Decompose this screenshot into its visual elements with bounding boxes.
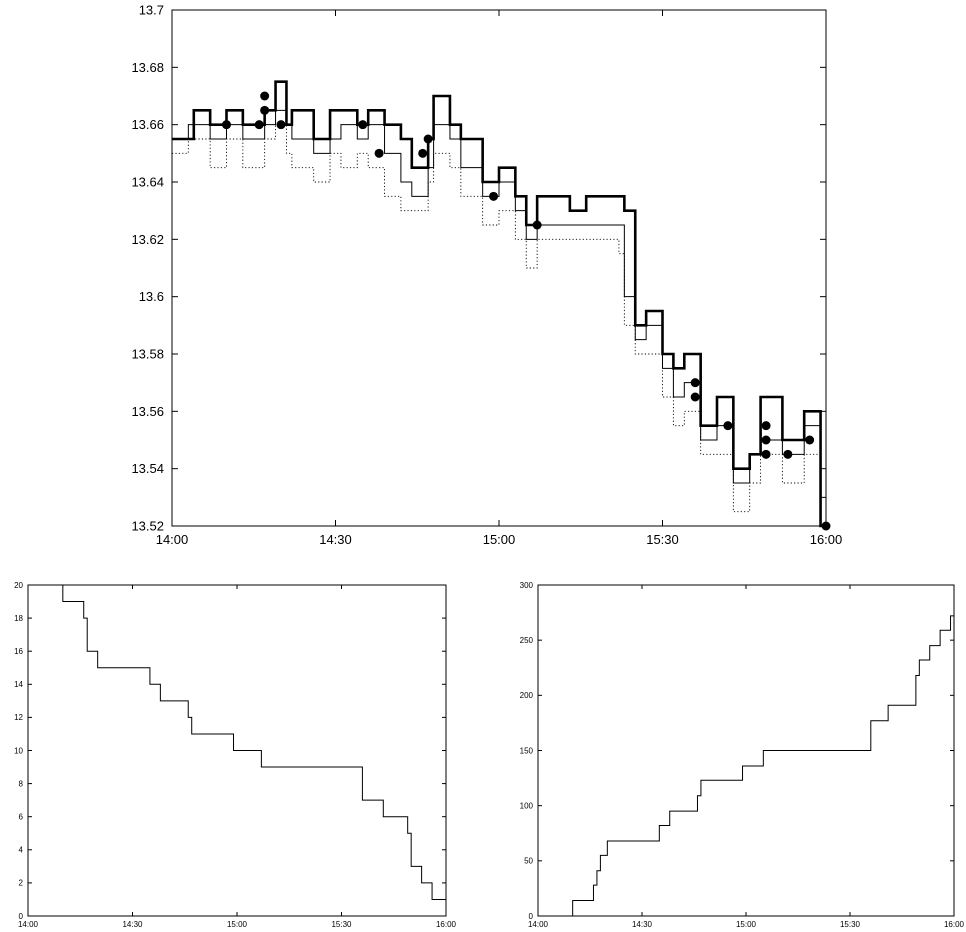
x-tick-label: 14:00 [18,920,39,929]
y-tick-label: 200 [520,691,534,700]
series-marker [222,120,231,130]
series-marker [532,220,542,230]
series-marker [358,120,368,130]
x-tick-label: 14:30 [122,920,143,929]
series-marker [761,421,771,431]
series-marker [418,148,428,158]
plot-frame [171,9,827,527]
y-tick-label: 2 [19,879,24,888]
y-tick-label: 150 [520,746,534,755]
x-tick-label: 16:00 [944,920,965,929]
y-tick-label: 250 [520,636,534,645]
y-tick-label: 13.7 [139,3,164,18]
series-marker [783,449,793,459]
y-tick-label: 20 [14,581,23,590]
y-tick-label: 13.64 [131,175,164,190]
series-marker [723,421,733,431]
y-tick-label: 16 [14,647,23,656]
y-tick-label: 100 [520,801,534,810]
y-tick-label: 12 [14,713,23,722]
x-tick-label: 15:00 [227,920,248,929]
series-marker [260,105,270,115]
bottom-right-step-chart: 14:00 14:30 15:00 15:30 16:00 0 50 100 150 200 250… [520,581,965,929]
series-line-thin [172,109,827,526]
y-tick-label: 8 [19,779,24,788]
series-line-thin [538,615,954,917]
series-marker [690,392,700,402]
y-tick-label: 13.54 [131,461,164,476]
series-marker [423,134,433,144]
y-tick-label: 50 [524,857,533,866]
y-tick-label: 13.56 [131,404,164,419]
y-tick-label: 13.52 [131,519,164,534]
series-marker [489,191,499,201]
series-marker [276,120,286,130]
y-tick-label: 0 [529,912,534,921]
series-line-thick [172,80,826,528]
x-tick-label: 14:30 [632,920,653,929]
x-tick-label: 15:00 [483,532,516,547]
x-tick-label: 14:00 [156,532,189,547]
x-tick-label: 14:00 [528,920,549,929]
series-marker [805,435,815,445]
y-tick-label: 0 [19,912,24,921]
x-tick-label: 15:30 [840,920,861,929]
series-marker [690,378,700,388]
series-line-thin [28,584,447,916]
y-tick-label: 300 [520,581,534,590]
bottom-left-step-chart: 14:00 14:30 15:00 15:30 16:00 0 2 4 6 8 10 12 14 16 18… [14,581,456,929]
series-marker [254,120,264,130]
series-line-dotted [172,124,826,527]
x-tick-label: 15:30 [331,920,352,929]
series-marker [761,449,771,459]
y-tick-label: 13.68 [131,60,164,75]
y-tick-label: 10 [14,746,23,755]
x-tick-label: 14:30 [319,532,352,547]
top-price-chart: 14:00 14:30 15:00 15:30 16:00 13.52 13.54 13.56… [131,3,842,547]
y-tick-label: 4 [19,846,24,855]
y-tick-label: 13.62 [131,232,164,247]
series-marker [260,91,270,101]
x-tick-label: 15:00 [736,920,757,929]
y-tick-label: 13.6 [139,289,164,304]
y-tick-label: 13.66 [131,117,164,132]
y-tick-label: 13.58 [131,347,164,362]
y-tick-label: 18 [14,614,23,623]
x-tick-label: 15:30 [646,532,679,547]
x-tick-label: 16:00 [436,920,457,929]
series-marker [374,148,384,158]
y-tick-label: 14 [14,680,23,689]
x-tick-label: 16:00 [810,532,843,547]
y-tick-label: 6 [19,813,24,822]
series-marker [761,435,771,445]
